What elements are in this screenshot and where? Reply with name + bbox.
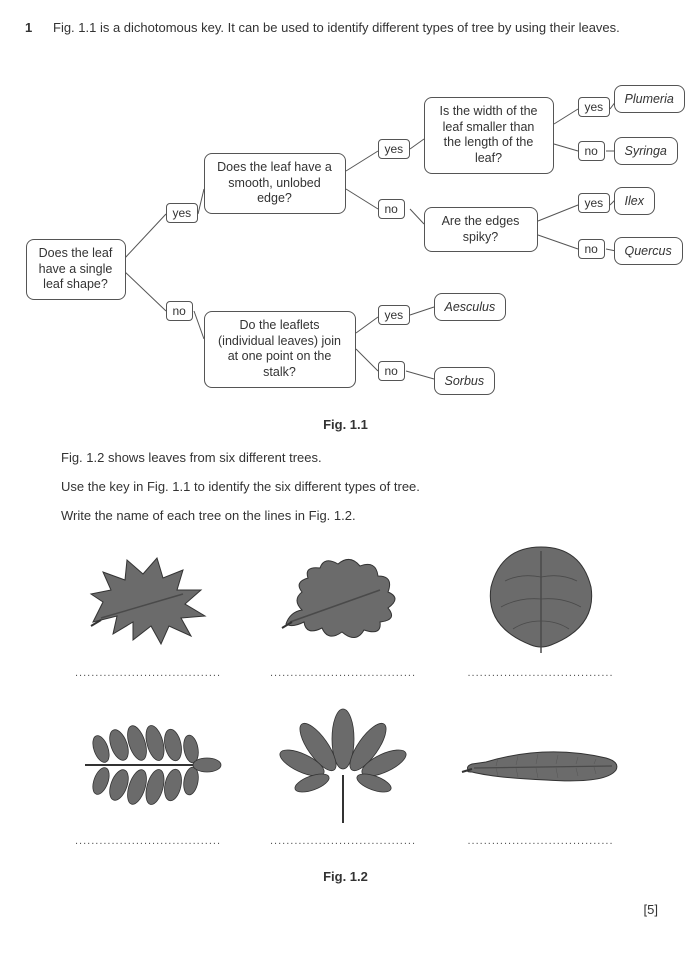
answer-line-5[interactable]: .................................... bbox=[261, 835, 426, 847]
fig-1-1-caption: Fig. 1.1 bbox=[25, 417, 666, 432]
node-q1: Does the leaf have a single leaf shape? bbox=[26, 239, 126, 300]
result-sorbus: Sorbus bbox=[434, 367, 496, 395]
fig-1-2-caption: Fig. 1.2 bbox=[25, 869, 666, 884]
result-plumeria: Plumeria bbox=[614, 85, 685, 113]
label-no-3: no bbox=[578, 141, 605, 161]
label-no-5: no bbox=[378, 361, 405, 381]
label-yes-2: yes bbox=[378, 139, 411, 159]
label-no-2: no bbox=[378, 199, 405, 219]
node-q2: Does the leaf have a smooth, unlobed edg… bbox=[204, 153, 346, 214]
question-number: 1 bbox=[25, 20, 39, 35]
node-q5: Do the leaflets (individual leaves) join… bbox=[204, 311, 356, 388]
leaf-image-narrow bbox=[456, 705, 626, 825]
leaf-cell-5: .................................... bbox=[261, 705, 426, 847]
label-no-4: no bbox=[578, 239, 605, 259]
label-yes-1: yes bbox=[166, 203, 199, 223]
node-q4: Are the edges spiky? bbox=[424, 207, 538, 252]
leaf-image-oak bbox=[261, 537, 426, 657]
label-yes-4: yes bbox=[578, 193, 611, 213]
leaf-image-holly bbox=[66, 537, 231, 657]
leaf-cell-1: .................................... bbox=[66, 537, 231, 679]
intro-text: Fig. 1.1 is a dichotomous key. It can be… bbox=[53, 20, 620, 35]
result-quercus: Quercus bbox=[614, 237, 683, 265]
paragraph-3: Write the name of each tree on the lines… bbox=[61, 508, 666, 523]
leaf-cell-6: .................................... bbox=[456, 705, 626, 847]
label-yes-3: yes bbox=[578, 97, 611, 117]
fig-1-2-grid: .................................... ...… bbox=[66, 537, 626, 847]
node-q3: Is the width of the leaf smaller than th… bbox=[424, 97, 554, 174]
leaf-image-broad bbox=[456, 537, 626, 657]
paragraph-1: Fig. 1.2 shows leaves from six different… bbox=[61, 450, 666, 465]
paragraph-2: Use the key in Fig. 1.1 to identify the … bbox=[61, 479, 666, 494]
result-aesculus: Aesculus bbox=[434, 293, 507, 321]
question-row: 1 Fig. 1.1 is a dichotomous key. It can … bbox=[25, 20, 666, 35]
leaf-image-palmate bbox=[261, 705, 426, 825]
leaf-cell-4: .................................... bbox=[66, 705, 231, 847]
answer-line-2[interactable]: .................................... bbox=[261, 667, 426, 679]
label-no-1: no bbox=[166, 301, 193, 321]
result-ilex: Ilex bbox=[614, 187, 655, 215]
leaf-cell-2: .................................... bbox=[261, 537, 426, 679]
answer-line-4[interactable]: .................................... bbox=[66, 835, 231, 847]
marks: [5] bbox=[25, 902, 666, 917]
answer-line-3[interactable]: .................................... bbox=[456, 667, 626, 679]
answer-line-1[interactable]: .................................... bbox=[66, 667, 231, 679]
leaf-cell-3: .................................... bbox=[456, 537, 626, 679]
answer-line-6[interactable]: .................................... bbox=[456, 835, 626, 847]
label-yes-5: yes bbox=[378, 305, 411, 325]
leaf-image-pinnate bbox=[66, 705, 231, 825]
result-syringa: Syringa bbox=[614, 137, 678, 165]
fig-1-1-diagram: Does the leaf have a single leaf shape? … bbox=[26, 49, 666, 409]
